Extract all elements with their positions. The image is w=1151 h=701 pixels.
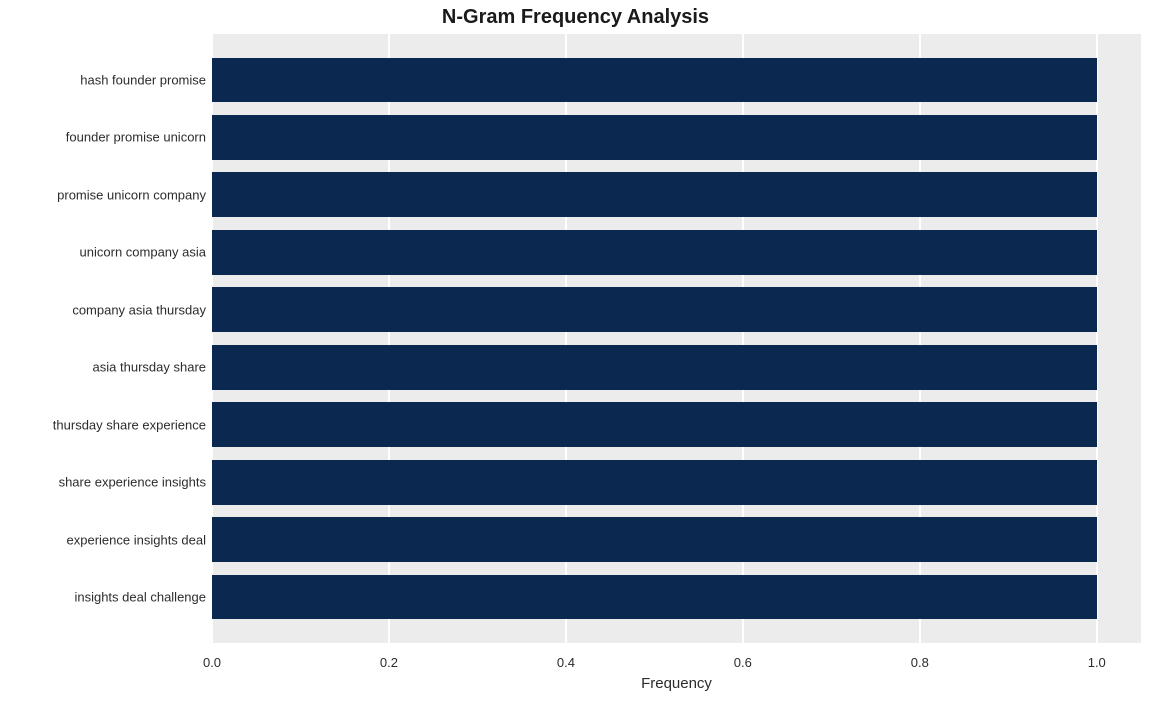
y-tick-label: experience insights deal xyxy=(67,532,206,547)
grid-stripe xyxy=(1097,34,1141,643)
bar xyxy=(212,402,1097,447)
bar xyxy=(212,230,1097,275)
bar xyxy=(212,575,1097,620)
x-tick-label: 0.6 xyxy=(734,655,752,670)
x-tick-label: 0.4 xyxy=(557,655,575,670)
x-tick-label: 0.2 xyxy=(380,655,398,670)
bar xyxy=(212,345,1097,390)
chart-canvas: N-Gram Frequency Analysis hash founder p… xyxy=(0,0,1151,701)
bar xyxy=(212,115,1097,160)
plot-area xyxy=(212,34,1141,643)
y-tick-label: thursday share experience xyxy=(53,417,206,432)
y-tick-label: hash founder promise xyxy=(80,72,206,87)
bar xyxy=(212,517,1097,562)
chart-title: N-Gram Frequency Analysis xyxy=(0,6,1151,29)
y-tick-label: share experience insights xyxy=(59,475,206,490)
x-tick-label: 0.0 xyxy=(203,655,221,670)
bar xyxy=(212,172,1097,217)
x-tick-label: 1.0 xyxy=(1088,655,1106,670)
y-tick-label: promise unicorn company xyxy=(57,187,206,202)
y-tick-label: insights deal challenge xyxy=(74,590,206,605)
y-tick-label: company asia thursday xyxy=(72,302,206,317)
x-axis-title: Frequency xyxy=(212,675,1141,692)
bar xyxy=(212,58,1097,103)
y-tick-label: asia thursday share xyxy=(93,360,206,375)
y-axis-labels: hash founder promise founder promise unic… xyxy=(0,34,206,643)
bar xyxy=(212,460,1097,505)
y-tick-label: founder promise unicorn xyxy=(66,130,206,145)
bar xyxy=(212,287,1097,332)
y-tick-label: unicorn company asia xyxy=(80,245,206,260)
x-tick-label: 0.8 xyxy=(911,655,929,670)
